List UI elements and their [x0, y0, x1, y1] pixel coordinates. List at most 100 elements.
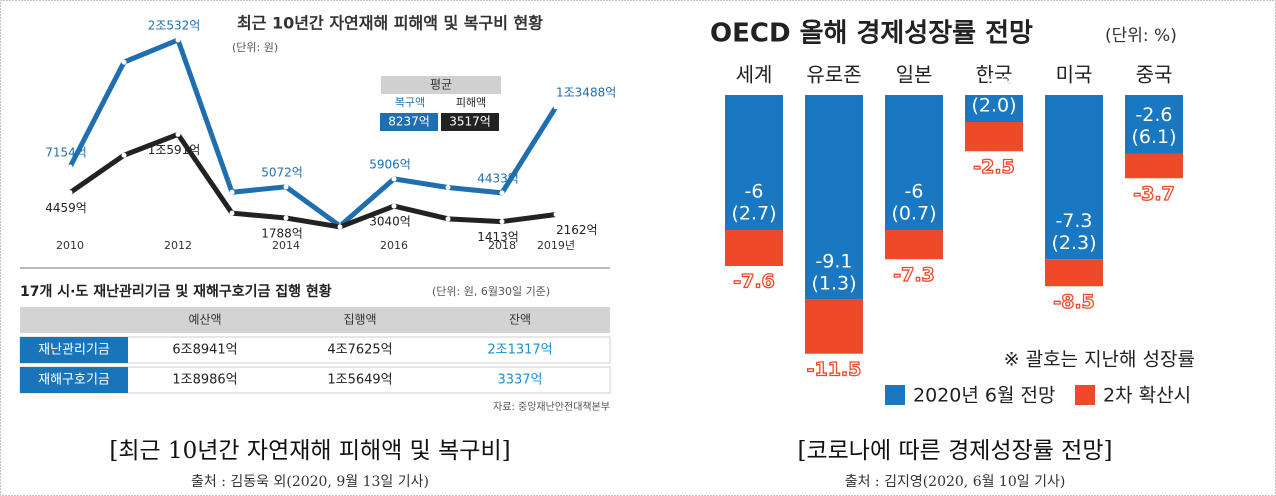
table-cell: 1조8986억: [172, 373, 237, 388]
point: [283, 184, 289, 190]
bar-label: -6: [905, 181, 924, 203]
data-label: 5072억: [261, 165, 303, 179]
shock-label: -2.5: [973, 156, 1015, 178]
avg-header: [381, 76, 501, 94]
table-header-cell: 예산액: [188, 313, 221, 327]
bar-label: -9.1: [815, 250, 852, 272]
legend-swatch: [1075, 385, 1095, 405]
data-label: 4433억: [477, 171, 519, 185]
point: [499, 190, 505, 196]
bar: [885, 230, 943, 260]
x-tick-label: 2010: [56, 239, 84, 252]
data-label: 2조532억: [148, 18, 201, 32]
bar-label: -1.2: [975, 73, 1012, 95]
legend-label: 2차 확산시: [1103, 385, 1191, 407]
x-tick-label: 2018: [488, 239, 516, 252]
point: [175, 131, 181, 137]
point: [229, 210, 235, 216]
table-cell: 1조5649억: [327, 373, 392, 388]
category-label: 중국: [1136, 63, 1173, 87]
line-subtitle: (단위: 원): [232, 41, 278, 54]
bar: [1125, 153, 1183, 179]
data-label: 1788억: [261, 227, 303, 241]
bar-title: OECD 올해 경제성장률 전망: [710, 19, 1033, 49]
caption-source: 출처 : 김지영(2020, 6월 10일 기사): [845, 474, 1066, 490]
category-label: 한국: [976, 63, 1013, 87]
data-label: 2162억: [556, 223, 598, 237]
data-label: 3040억: [369, 215, 411, 229]
point: [445, 216, 451, 222]
data-label: 7154억: [45, 146, 87, 160]
caption-source: 출처 : 김동욱 외(2020, 9월 13일 기사): [191, 474, 429, 490]
line-title: 최근 10년간 자연재해 피해액 및 복구비 현황: [237, 14, 543, 33]
line-series: [67, 37, 559, 229]
bar: [965, 95, 1023, 122]
bar: [1045, 259, 1103, 287]
category-label: 유로존: [806, 63, 861, 87]
x-tick-label: 2016: [380, 239, 408, 252]
category-label: 일본: [896, 63, 933, 87]
table-header: [20, 307, 610, 333]
shock-label: -7.3: [893, 264, 935, 286]
x-tick-label: 2012: [164, 239, 192, 252]
table-cell: 6조8941억: [172, 343, 237, 358]
caption-title: [최근 10년간 자연재해 피해액 및 복구비]: [109, 438, 510, 464]
table-cell: 2조1317억: [487, 343, 552, 358]
row-label-bg: [20, 337, 128, 363]
data-label: 5906억: [369, 157, 411, 171]
point: [337, 224, 343, 230]
legend-swatch: [885, 385, 905, 405]
bar: [1125, 95, 1183, 154]
point: [175, 37, 181, 43]
prev-year-label: (1.3): [811, 272, 856, 294]
legend-name: 피해액: [456, 95, 486, 109]
point: [499, 219, 505, 225]
x-tick-label: 2019년: [537, 239, 575, 252]
point: [121, 152, 127, 158]
point: [229, 189, 235, 195]
shock-label: -8.5: [1053, 291, 1095, 313]
bar: [725, 230, 783, 266]
prev-year-label: (2.7): [731, 203, 776, 225]
point: [445, 185, 451, 190]
point: [391, 176, 397, 182]
row-label-bg: [20, 367, 128, 393]
shock-label: -11.5: [807, 358, 862, 380]
data-label: 1조591억: [148, 143, 201, 157]
table-title: 17개 시·도 재난관리기금 및 재해구호기금 집행 현황: [20, 283, 332, 300]
table-header-cell: 잔액: [509, 313, 531, 327]
legend-label: 2020년 6월 전망: [913, 385, 1055, 407]
point: [553, 211, 559, 217]
bar: [725, 95, 783, 230]
bar: [1045, 95, 1103, 260]
prev-year-label: (0.7): [891, 203, 936, 225]
table-cell: 4조7625억: [327, 343, 392, 358]
x-tick-label: 2014: [272, 239, 300, 252]
avg-value: 3517억: [449, 115, 491, 129]
point: [67, 164, 73, 170]
shock-label: -7.6: [733, 271, 775, 293]
legend-name: 복구액: [395, 96, 425, 109]
row-label: 재난관리기금: [38, 343, 110, 358]
bar-label: -6: [745, 181, 764, 203]
category-label: 세계: [736, 63, 773, 87]
table-header-cell: 집행액: [343, 312, 376, 327]
bar-label: -7.3: [1055, 210, 1092, 232]
point: [553, 104, 559, 110]
avg-box: [441, 113, 499, 131]
data-label: 1413억: [477, 230, 519, 244]
avg-title: 평균: [430, 78, 452, 92]
bar: [805, 95, 863, 300]
bar-label: -2.6: [1135, 104, 1172, 126]
bar: [885, 95, 943, 230]
caption-title: [코로나에 따른 경제성장률 전망]: [798, 438, 1113, 464]
category-label: 미국: [1056, 63, 1093, 87]
line-series: [68, 131, 557, 230]
point: [121, 59, 127, 65]
point: [391, 203, 397, 209]
row-label: 재해구호기금: [38, 373, 110, 388]
data-label: 1조3488억: [556, 85, 616, 99]
bar-subtitle: (단위: %): [1105, 26, 1177, 46]
bar: [965, 122, 1023, 152]
